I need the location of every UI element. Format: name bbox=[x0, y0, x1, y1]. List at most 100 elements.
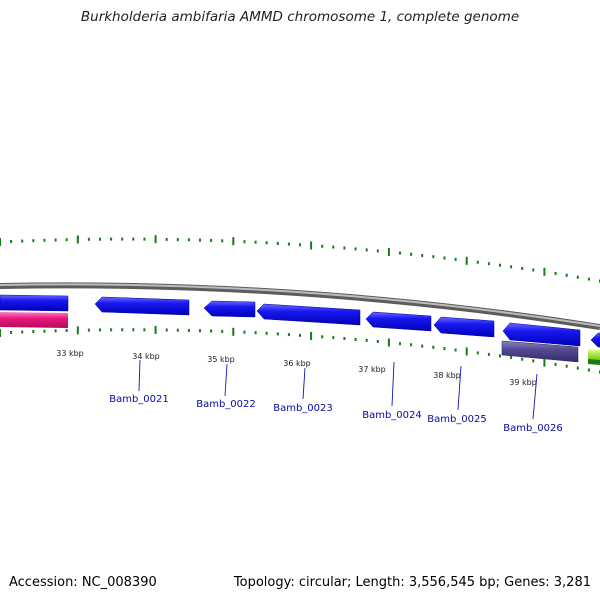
minor-tick bbox=[499, 354, 501, 358]
gene-labels: Bamb_0021 Bamb_0022 Bamb_0023 Bamb_0024 … bbox=[109, 394, 563, 434]
major-tick bbox=[154, 325, 157, 334]
gene-block[interactable] bbox=[501, 340, 579, 363]
major-tick bbox=[0, 238, 1, 246]
gene-block[interactable] bbox=[0, 312, 68, 328]
minor-tick bbox=[110, 237, 113, 241]
gene-arrow[interactable] bbox=[203, 300, 256, 318]
gene-arrow[interactable] bbox=[590, 332, 600, 348]
minor-tick bbox=[576, 366, 579, 370]
minor-tick bbox=[132, 237, 135, 241]
minor-tick bbox=[421, 254, 424, 257]
minor-tick bbox=[565, 273, 568, 277]
minor-tick bbox=[254, 331, 257, 335]
gene-arrow[interactable] bbox=[94, 296, 190, 316]
minor-tick bbox=[65, 329, 68, 332]
minor-tick bbox=[287, 333, 290, 337]
minor-tick bbox=[410, 343, 413, 347]
minor-tick bbox=[587, 277, 590, 281]
major-tick bbox=[154, 235, 157, 244]
major-tick bbox=[232, 237, 235, 246]
minor-tick bbox=[265, 241, 268, 245]
minor-tick bbox=[43, 329, 46, 333]
minor-tick bbox=[54, 238, 57, 242]
minor-tick bbox=[443, 347, 446, 351]
scale-label-34kbp: 34 kbp bbox=[132, 352, 160, 361]
genome-title: Burkholderia ambifaria AMMD chromosome 1… bbox=[80, 9, 520, 25]
minor-tick bbox=[21, 239, 24, 243]
major-tick bbox=[465, 256, 468, 265]
minor-tick bbox=[43, 238, 46, 242]
minor-tick bbox=[187, 238, 190, 242]
minor-tick bbox=[476, 351, 479, 355]
accession-label: Accession: NC_008390 bbox=[9, 575, 157, 590]
gene-label-bamb-0023[interactable]: Bamb_0023 bbox=[273, 403, 333, 414]
major-tick bbox=[76, 326, 79, 335]
reverse-strand-genes bbox=[0, 312, 600, 365]
minor-tick bbox=[354, 247, 357, 251]
minor-tick bbox=[54, 329, 57, 333]
minor-tick bbox=[210, 238, 213, 242]
scale-label-38kbp: 38 kbp bbox=[433, 371, 461, 380]
minor-tick bbox=[276, 241, 279, 245]
gene-label-bamb-0025[interactable]: Bamb_0025 bbox=[427, 414, 487, 425]
major-tick bbox=[465, 347, 468, 356]
minor-tick bbox=[254, 240, 257, 244]
minor-tick bbox=[121, 237, 124, 241]
minor-tick bbox=[143, 237, 146, 241]
gene-arrow[interactable] bbox=[0, 294, 69, 312]
minor-tick bbox=[532, 268, 535, 272]
minor-tick bbox=[87, 328, 90, 332]
minor-tick bbox=[287, 242, 290, 246]
minor-tick bbox=[365, 338, 368, 342]
gene-arrow[interactable] bbox=[365, 311, 432, 332]
major-tick bbox=[0, 329, 1, 337]
gene-label-bamb-0024[interactable]: Bamb_0024 bbox=[362, 410, 422, 421]
minor-tick bbox=[454, 257, 457, 261]
chromosome-backbone-highlight bbox=[0, 283, 600, 327]
gene-arrow[interactable] bbox=[502, 322, 581, 347]
minor-tick bbox=[399, 251, 401, 255]
minor-tick bbox=[243, 330, 246, 334]
minor-tick bbox=[87, 237, 90, 241]
minor-tick bbox=[454, 348, 457, 352]
minor-tick bbox=[187, 328, 190, 332]
minor-tick bbox=[510, 356, 513, 359]
topology-summary: Topology: circular; Length: 3,556,545 bp… bbox=[233, 575, 591, 590]
minor-tick bbox=[587, 368, 590, 372]
gene-block[interactable] bbox=[588, 359, 600, 365]
minor-tick bbox=[432, 255, 435, 259]
minor-tick bbox=[10, 240, 13, 243]
major-tick bbox=[76, 235, 79, 244]
minor-tick bbox=[132, 328, 135, 332]
chromosome-backbone bbox=[0, 282, 600, 330]
gene-block[interactable] bbox=[588, 349, 600, 361]
minor-tick bbox=[221, 329, 224, 333]
scale-label-33kbp: 33 kbp bbox=[56, 349, 84, 358]
gene-label-bamb-0022[interactable]: Bamb_0022 bbox=[196, 399, 256, 410]
minor-tick bbox=[487, 352, 490, 356]
minor-tick bbox=[565, 364, 568, 368]
minor-tick bbox=[532, 359, 535, 363]
minor-tick bbox=[121, 328, 124, 332]
minor-tick bbox=[399, 342, 401, 346]
minor-tick bbox=[443, 256, 446, 260]
minor-tick bbox=[521, 266, 524, 270]
scale-label-36kbp: 36 kbp bbox=[283, 359, 311, 368]
minor-tick bbox=[321, 244, 324, 248]
minor-tick bbox=[376, 249, 379, 253]
major-tick bbox=[232, 327, 235, 336]
minor-tick bbox=[165, 237, 168, 241]
minor-tick bbox=[165, 328, 168, 332]
minor-tick bbox=[432, 345, 435, 349]
gene-arrow[interactable] bbox=[433, 316, 495, 338]
minor-tick bbox=[210, 329, 213, 333]
minor-tick bbox=[421, 344, 424, 348]
minor-tick bbox=[332, 336, 335, 340]
minor-tick bbox=[554, 362, 557, 366]
minor-tick bbox=[176, 328, 179, 332]
gene-label-bamb-0021[interactable]: Bamb_0021 bbox=[109, 394, 169, 405]
gene-label-bamb-0026[interactable]: Bamb_0026 bbox=[503, 423, 563, 434]
gene-arrow[interactable] bbox=[256, 303, 361, 326]
minor-tick bbox=[410, 252, 413, 256]
